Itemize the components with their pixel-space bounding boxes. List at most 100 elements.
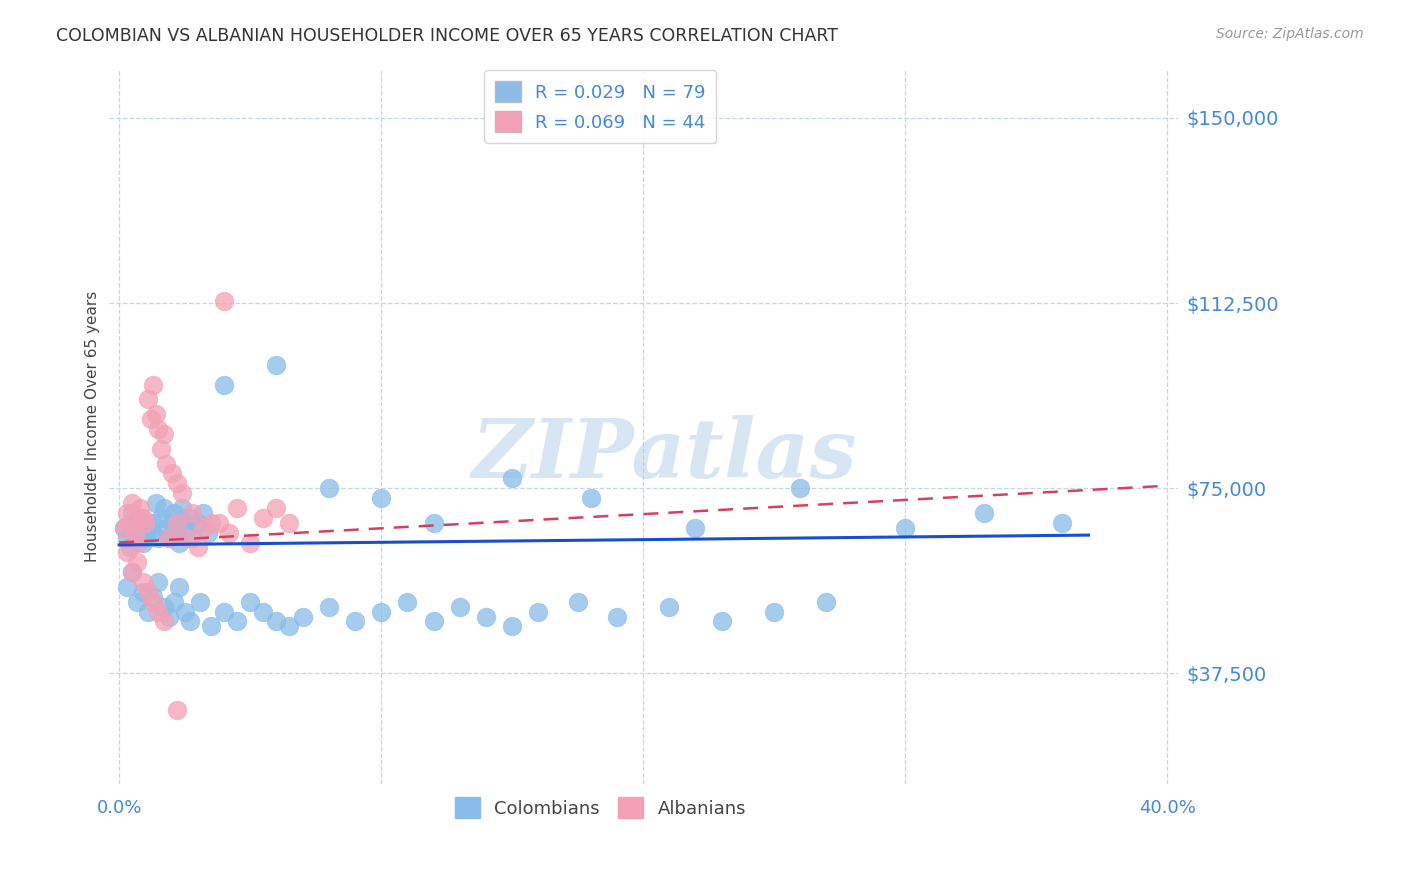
Point: [396, 595, 419, 609]
Text: 0.0%: 0.0%: [97, 799, 142, 817]
Point: [200, 516, 222, 530]
Point: [127, 555, 149, 569]
Point: [139, 525, 162, 540]
Point: [266, 500, 288, 515]
Point: [160, 516, 183, 530]
Point: [134, 516, 156, 530]
Point: [422, 615, 444, 629]
Text: COLOMBIAN VS ALBANIAN HOUSEHOLDER INCOME OVER 65 YEARS CORRELATION CHART: COLOMBIAN VS ALBANIAN HOUSEHOLDER INCOME…: [56, 27, 838, 45]
Point: [115, 531, 138, 545]
Point: [318, 481, 340, 495]
Point: [148, 531, 170, 545]
Text: Source: ZipAtlas.com: Source: ZipAtlas.com: [1216, 27, 1364, 41]
Point: [606, 609, 628, 624]
Point: [112, 521, 135, 535]
Point: [789, 481, 811, 495]
Point: [148, 574, 170, 589]
Point: [131, 585, 153, 599]
Point: [501, 471, 523, 485]
Point: [127, 595, 149, 609]
Point: [115, 580, 138, 594]
Point: [197, 525, 219, 540]
Point: [150, 511, 173, 525]
Y-axis label: Householder Income Over 65 years: Householder Income Over 65 years: [86, 291, 100, 562]
Point: [291, 609, 314, 624]
Point: [169, 580, 191, 594]
Point: [173, 605, 195, 619]
Point: [131, 511, 153, 525]
Point: [124, 525, 146, 540]
Text: ZIPatlas: ZIPatlas: [472, 415, 858, 495]
Point: [142, 590, 165, 604]
Point: [163, 595, 186, 609]
Point: [152, 500, 174, 515]
Point: [124, 516, 146, 530]
Point: [155, 521, 177, 535]
Point: [142, 595, 165, 609]
Point: [200, 619, 222, 633]
Point: [150, 442, 173, 456]
Point: [579, 491, 602, 505]
Point: [343, 615, 366, 629]
Point: [191, 506, 214, 520]
Point: [501, 619, 523, 633]
Point: [318, 599, 340, 614]
Point: [252, 605, 274, 619]
Point: [115, 545, 138, 559]
Point: [142, 377, 165, 392]
Point: [157, 609, 180, 624]
Point: [136, 521, 159, 535]
Point: [815, 595, 838, 609]
Point: [118, 541, 141, 555]
Point: [131, 535, 153, 549]
Point: [139, 412, 162, 426]
Point: [136, 392, 159, 407]
Point: [166, 516, 188, 530]
Point: [160, 467, 183, 481]
Point: [134, 531, 156, 545]
Point: [239, 535, 262, 549]
Point: [212, 293, 235, 308]
Point: [226, 615, 249, 629]
Point: [212, 605, 235, 619]
Point: [278, 516, 301, 530]
Text: 40.0%: 40.0%: [1139, 799, 1195, 817]
Point: [527, 605, 550, 619]
Point: [191, 521, 214, 535]
Point: [894, 521, 917, 535]
Point: [112, 521, 135, 535]
Point: [475, 609, 498, 624]
Point: [176, 531, 198, 545]
Point: [422, 516, 444, 530]
Legend: Colombians, Albanians: Colombians, Albanians: [447, 790, 754, 825]
Point: [179, 615, 201, 629]
Point: [166, 476, 188, 491]
Point: [226, 500, 249, 515]
Point: [179, 511, 201, 525]
Point: [763, 605, 786, 619]
Point: [252, 511, 274, 525]
Point: [121, 506, 143, 520]
Point: [973, 506, 995, 520]
Point: [187, 516, 209, 530]
Point: [157, 531, 180, 545]
Point: [370, 491, 392, 505]
Point: [208, 516, 231, 530]
Point: [142, 516, 165, 530]
Point: [181, 531, 204, 545]
Point: [136, 605, 159, 619]
Point: [173, 516, 195, 530]
Point: [163, 506, 186, 520]
Point: [370, 605, 392, 619]
Point: [115, 506, 138, 520]
Point: [278, 619, 301, 633]
Point: [145, 496, 167, 510]
Point: [239, 595, 262, 609]
Point: [152, 599, 174, 614]
Point: [166, 525, 188, 540]
Point: [127, 535, 149, 549]
Point: [118, 516, 141, 530]
Point: [166, 703, 188, 717]
Point: [169, 535, 191, 549]
Point: [152, 615, 174, 629]
